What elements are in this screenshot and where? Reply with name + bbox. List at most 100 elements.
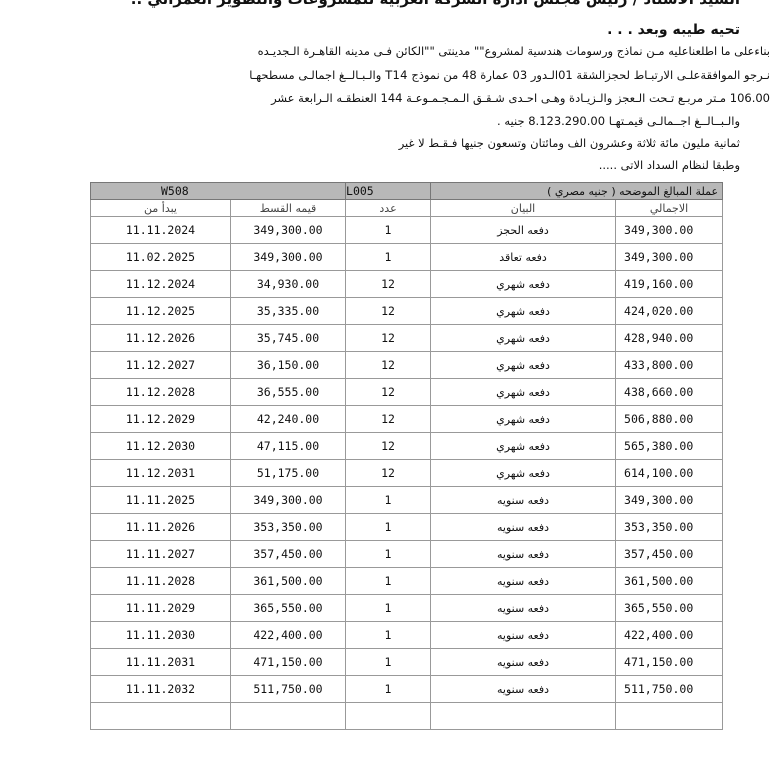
table-cell: 422,400.00 [229, 621, 347, 649]
table-cell: 357,450.00 [229, 540, 347, 568]
table-cell: دفعه شهري [430, 405, 617, 433]
table-cell [615, 702, 724, 730]
table-cell: 12 [345, 297, 432, 325]
table-cell: 35,745.00 [229, 324, 347, 352]
table-cell: 424,020.00 [615, 297, 724, 325]
table-row: 11.12.2027 36,150.00 12 دفعه شهري 433,800.00 [90, 351, 724, 379]
table-cell: 11.12.2029 [90, 405, 231, 433]
table-cell: دفعه شهري [430, 297, 617, 325]
table-top-row: W508 L005 عملة المبالغ الموضحه ( جنيه مص… [89, 182, 724, 200]
table-row: 11.11.2030 422,400.00 1 دفعه سنويه 422,400.0… [90, 621, 724, 649]
table-cell: 511,750.00 [229, 675, 347, 703]
table-cell: دفعه شهري [430, 270, 617, 298]
table-cell: دفعه سنويه [430, 540, 617, 568]
table-cell: 34,930.00 [229, 270, 347, 298]
table-cell [430, 702, 617, 730]
table-cell: 361,500.00 [615, 567, 724, 595]
table-cell: 1 [345, 216, 432, 244]
table-cell: 565,380.00 [615, 432, 724, 460]
table-cell: دفعه شهري [430, 378, 617, 406]
table-cell: 11.11.2026 [90, 513, 231, 541]
table-row: 11.11.2029 365,550.00 1 دفعه سنويه 365,550.0… [90, 594, 724, 622]
table-cell: 11.11.2025 [90, 486, 231, 514]
table-cell: 1 [345, 621, 432, 649]
table-cell: 12 [345, 351, 432, 379]
table-cell [90, 702, 231, 730]
table-row: 11.12.2029 42,240.00 12 دفعه شهري 506,880.00 [90, 405, 724, 433]
table-cell [345, 702, 432, 730]
table-cell: 47,115.00 [229, 432, 347, 460]
greeting: تحيه طيبه وبعد . . . [607, 22, 740, 38]
table-cell: 1 [345, 540, 432, 568]
table-cell: 11.12.2028 [90, 378, 231, 406]
table-cell: 1 [345, 675, 432, 703]
table-cell: 353,350.00 [615, 513, 724, 541]
table-cell: 11.02.2025 [90, 243, 231, 271]
table-cell: 349,300.00 [229, 216, 347, 244]
table-row: 11.11.2032 511,750.00 1 دفعه سنويه 511,750.0… [90, 675, 724, 703]
table-cell: 11.12.2031 [90, 459, 231, 487]
paragraph-line: ثمانية مليون مائة ثلاثة وعشرون الف ومائت… [398, 136, 740, 150]
table-row: 11.12.2031 51,175.00 12 دفعه شهري 614,100.00 [90, 459, 724, 487]
table-cell: دفعه سنويه [430, 648, 617, 676]
column-header: عدد [345, 199, 432, 217]
table-cell: 438,660.00 [615, 378, 724, 406]
table-cell: 11.11.2029 [90, 594, 231, 622]
table-cell: دفعه سنويه [430, 675, 617, 703]
table-cell: 365,550.00 [229, 594, 347, 622]
table-cell: 11.11.2032 [90, 675, 231, 703]
table-body: W508 L005 عملة المبالغ الموضحه ( جنيه مص… [89, 182, 724, 730]
table-row: 11.12.2030 47,115.00 12 دفعه شهري 565,380.00 [90, 432, 724, 460]
column-header-row: يبدأ من قيمه القسط عدد البيان الاجمالي [90, 199, 724, 217]
table-cell: دفعه شهري [430, 351, 617, 379]
table-cell: 11.12.2025 [90, 297, 231, 325]
table-cell: 11.11.2030 [90, 621, 231, 649]
paragraph-line: والـبــالــغ اجــمالـى قيمـتهـا 8.123.29… [497, 114, 740, 128]
column-header: البيان [430, 199, 617, 217]
table-cell: 51,175.00 [229, 459, 347, 487]
table-cell: 349,300.00 [229, 243, 347, 271]
table-cell: 471,150.00 [615, 648, 724, 676]
table-cell: 12 [345, 378, 432, 406]
payment-table: W508 L005 عملة المبالغ الموضحه ( جنيه مص… [89, 182, 724, 730]
paragraph-line: بناءعلى ما اطلعناعليه مـن نماذج ورسومات … [257, 44, 770, 58]
table-cell: 12 [345, 405, 432, 433]
table-cell: 11.12.2026 [90, 324, 231, 352]
paragraph-line: نـرجو الموافقةعلـى الارتبـاط لحجزالشقة 0… [249, 68, 770, 82]
table-cell [229, 702, 347, 730]
table-cell: 1 [345, 648, 432, 676]
column-header: قيمه القسط [229, 199, 347, 217]
table-cell: دفعه سنويه [430, 567, 617, 595]
table-cell: 12 [345, 432, 432, 460]
table-cell: دفعه سنويه [430, 621, 617, 649]
table-cell: دفعه شهري [430, 459, 617, 487]
column-header: يبدأ من [90, 199, 231, 217]
table-cell: دفعه الحجز [430, 216, 617, 244]
table-row: 11.02.2025 349,300.00 1 دفعه تعاقد 349,300.0… [90, 243, 724, 271]
table-cell: 614,100.00 [615, 459, 724, 487]
table-cell: 36,150.00 [229, 351, 347, 379]
table-cell: 1 [345, 486, 432, 514]
table-cell: 419,160.00 [615, 270, 724, 298]
table-cell: 11.11.2027 [90, 540, 231, 568]
table-cell: 511,750.00 [615, 675, 724, 703]
table-cell: 36,555.00 [229, 378, 347, 406]
table-cell: 11.11.2031 [90, 648, 231, 676]
column-header: الاجمالي [615, 199, 724, 217]
table-cell: 349,300.00 [615, 216, 724, 244]
table-cell: دفعه سنويه [430, 594, 617, 622]
table-cell: 422,400.00 [615, 621, 724, 649]
table-cell: دفعه سنويه [430, 486, 617, 514]
table-cell: 42,240.00 [229, 405, 347, 433]
table-cell: 12 [345, 270, 432, 298]
table-cell: 365,550.00 [615, 594, 724, 622]
table-row: 11.12.2024 34,930.00 12 دفعه شهري 419,160.00 [90, 270, 724, 298]
table-cell: 12 [345, 459, 432, 487]
table-row: 11.12.2026 35,745.00 12 دفعه شهري 428,940.00 [90, 324, 724, 352]
table-cell: 1 [345, 567, 432, 595]
table-row: 11.11.2031 471,150.00 1 دفعه سنويه 471,150.0… [90, 648, 724, 676]
table-cell: 11.12.2030 [90, 432, 231, 460]
code-cell: L005 [345, 182, 431, 200]
